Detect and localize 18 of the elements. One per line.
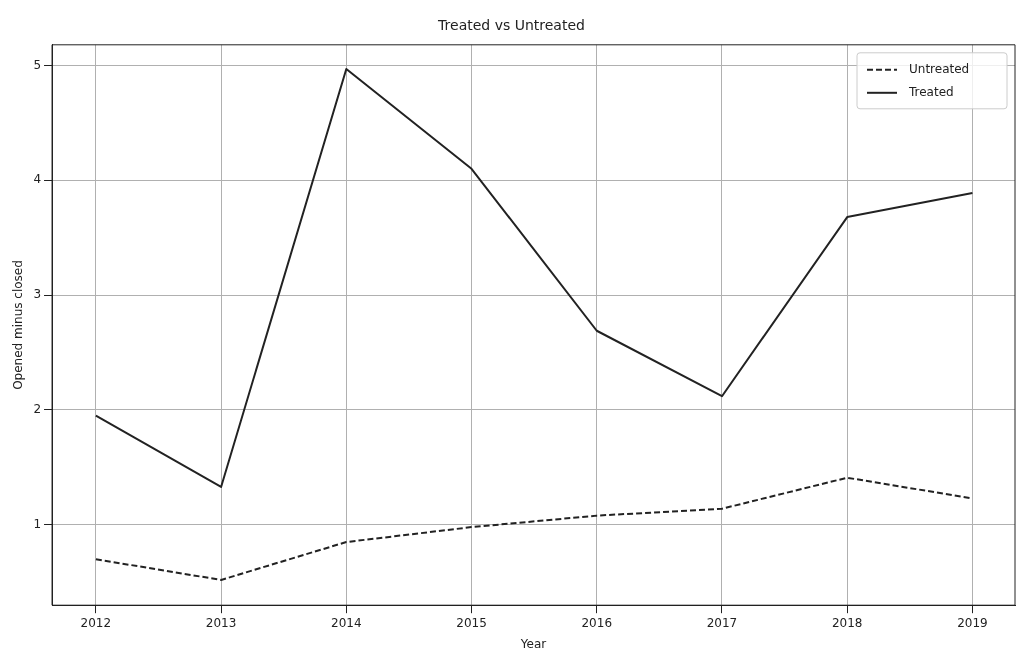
- legend-label: Treated: [908, 84, 954, 99]
- x-tick-label: 2014: [331, 615, 362, 630]
- x-tick-label: 2013: [205, 615, 237, 630]
- x-tick-label: 2015: [456, 615, 487, 630]
- chart-title: Treated vs Untreated: [437, 17, 585, 34]
- y-axis-title: Opened minus closed: [11, 260, 26, 390]
- y-tick-label: 1: [33, 516, 42, 531]
- legend-label: Untreated: [909, 61, 970, 76]
- y-tick-label: 3: [33, 287, 42, 302]
- x-axis-title: Year: [519, 636, 547, 651]
- x-tick-label: 2017: [706, 615, 738, 630]
- x-tick-label: 2018: [831, 615, 863, 630]
- y-tick-label: 5: [33, 57, 42, 72]
- x-tick-label: 2016: [581, 615, 613, 630]
- y-tick-label: 4: [33, 172, 42, 187]
- x-tick-label: 2019: [957, 615, 988, 630]
- y-tick-label: 2: [33, 402, 42, 417]
- x-tick-label: 2012: [80, 615, 112, 630]
